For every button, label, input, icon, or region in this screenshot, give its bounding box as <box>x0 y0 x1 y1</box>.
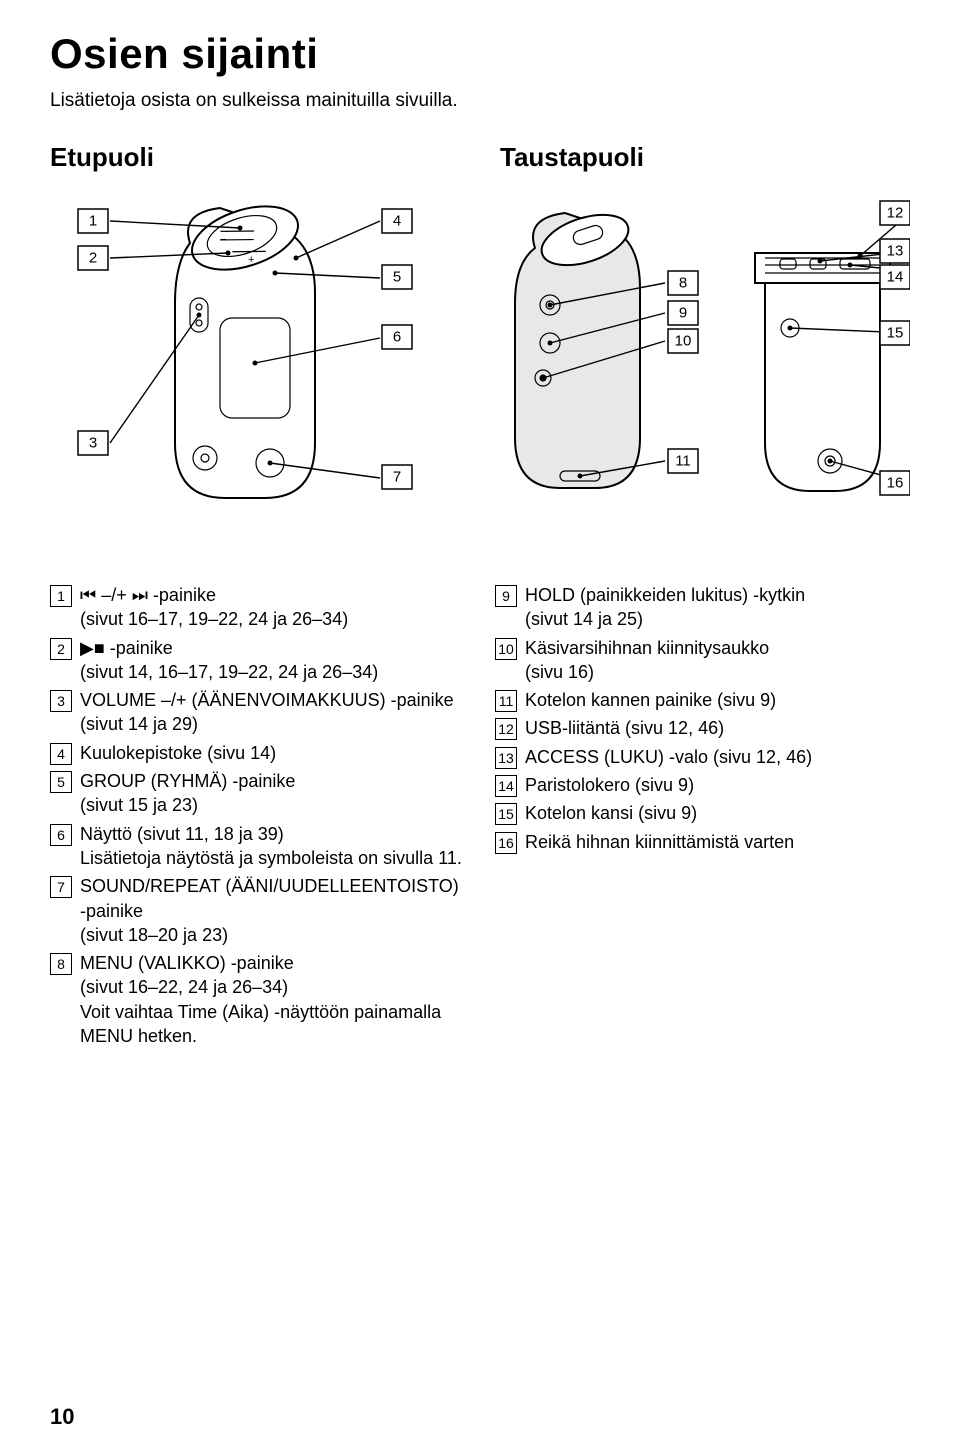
svg-text:15: 15 <box>887 325 904 342</box>
legend-item: 11 Kotelon kannen painike (sivu 9) <box>495 688 910 712</box>
page-subtitle: Lisätietoja osista on sulkeissa mainitui… <box>50 90 910 112</box>
legend-columns: 1 ⏮ –/+ ⏭ -painike(sivut 16–17, 19–22, 24… <box>50 583 910 1052</box>
callout-7: 7 <box>382 465 412 489</box>
callout-4: 4 <box>382 209 412 233</box>
legend-item: 14 Paristolokero (sivu 9) <box>495 773 910 797</box>
view-headings: Etupuoli Taustapuoli <box>50 142 910 173</box>
callout-16: 16 <box>880 471 910 495</box>
legend-number: 5 <box>50 771 72 793</box>
legend-number: 10 <box>495 638 517 660</box>
legend-text: ▶■ -painike(sivut 14, 16–17, 19–22, 24 j… <box>80 636 465 685</box>
legend-item: 5 GROUP (RYHMÄ) -painike(sivut 15 ja 23) <box>50 769 465 818</box>
legend-text: SOUND/REPEAT (ÄÄNI/UUDELLEENTOISTO) -pai… <box>80 874 465 947</box>
legend-text: Paristolokero (sivu 9) <box>525 773 910 797</box>
legend-text: USB-liitäntä (sivu 12, 46) <box>525 716 910 740</box>
svg-text:13: 13 <box>887 243 904 260</box>
legend-number: 4 <box>50 743 72 765</box>
legend-number: 9 <box>495 585 517 607</box>
callout-10: 10 <box>668 329 698 353</box>
legend-item: 8 MENU (VALIKKO) -painike(sivut 16–22, 24… <box>50 951 465 1048</box>
legend-item: 10 Käsivarsihihnan kiinnitysaukko(sivu 16… <box>495 636 910 685</box>
callout-13: 13 <box>880 239 910 263</box>
legend-number: 2 <box>50 638 72 660</box>
legend-item: 1 ⏮ –/+ ⏭ -painike(sivut 16–17, 19–22, 24… <box>50 583 465 632</box>
legend-number: 7 <box>50 876 72 898</box>
callout-12: 12 <box>880 201 910 225</box>
callout-1: 1 <box>78 209 108 233</box>
legend-item: 13 ACCESS (LUKU) -valo (sivu 12, 46) <box>495 745 910 769</box>
heading-rear: Taustapuoli <box>460 142 910 173</box>
legend-item: 15 Kotelon kansi (sivu 9) <box>495 801 910 825</box>
legend-text: Näyttö (sivut 11, 18 ja 39)Lisätietoja n… <box>80 822 465 871</box>
legend-text: MENU (VALIKKO) -painike(sivut 16–22, 24 … <box>80 951 465 1048</box>
legend-item: 12 USB-liitäntä (sivu 12, 46) <box>495 716 910 740</box>
callout-8: 8 <box>668 271 698 295</box>
legend-text: Kotelon kansi (sivu 9) <box>525 801 910 825</box>
svg-text:6: 6 <box>393 329 401 346</box>
callout-2: 2 <box>78 246 108 270</box>
svg-text:10: 10 <box>675 333 692 350</box>
legend-item: 6 Näyttö (sivut 11, 18 ja 39)Lisätietoja … <box>50 822 465 871</box>
legend-number: 1 <box>50 585 72 607</box>
svg-text:12: 12 <box>887 205 904 222</box>
legend-item: 9 HOLD (painikkeiden lukitus) -kytkin(siv… <box>495 583 910 632</box>
legend-text: GROUP (RYHMÄ) -painike(sivut 15 ja 23) <box>80 769 465 818</box>
legend-text: Kotelon kannen painike (sivu 9) <box>525 688 910 712</box>
heading-front: Etupuoli <box>50 142 460 173</box>
legend-text: ⏮ –/+ ⏭ -painike(sivut 16–17, 19–22, 24 … <box>80 583 465 632</box>
legend-text: VOLUME –/+ (ÄÄNENVOIMAKKUUS) -painike(si… <box>80 688 465 737</box>
svg-text:14: 14 <box>887 269 904 286</box>
svg-text:16: 16 <box>887 475 904 492</box>
legend-item: 16 Reikä hihnan kiinnittämistä varten <box>495 830 910 854</box>
device-diagram: .box-txt { font: 15px Arial; text-anchor… <box>50 183 910 543</box>
legend-number: 16 <box>495 832 517 854</box>
svg-text:3: 3 <box>89 435 97 452</box>
legend-number: 11 <box>495 690 517 712</box>
svg-text:9: 9 <box>679 305 687 322</box>
callout-15: 15 <box>880 321 910 345</box>
legend-number: 13 <box>495 747 517 769</box>
legend-right-col: 9 HOLD (painikkeiden lukitus) -kytkin(siv… <box>495 583 910 1052</box>
callout-11: 11 <box>668 449 698 473</box>
legend-text: Reikä hihnan kiinnittämistä varten <box>525 830 910 854</box>
legend-text: Kuulokepistoke (sivu 14) <box>80 741 465 765</box>
callout-3: 3 <box>78 431 108 455</box>
legend-number: 3 <box>50 690 72 712</box>
legend-item: 2 ▶■ -painike(sivut 14, 16–17, 19–22, 24 … <box>50 636 465 685</box>
svg-text:8: 8 <box>679 275 687 292</box>
callout-5: 5 <box>382 265 412 289</box>
page-title: Osien sijainti <box>50 30 910 78</box>
svg-text:+: + <box>248 254 254 266</box>
legend-number: 12 <box>495 718 517 740</box>
callout-14: 14 <box>880 265 910 289</box>
legend-number: 8 <box>50 953 72 975</box>
legend-number: 14 <box>495 775 517 797</box>
page-number: 10 <box>50 1404 74 1430</box>
legend-text: HOLD (painikkeiden lukitus) -kytkin(sivu… <box>525 583 910 632</box>
svg-text:1: 1 <box>89 213 97 230</box>
legend-text: ACCESS (LUKU) -valo (sivu 12, 46) <box>525 745 910 769</box>
front-device: − + <box>110 194 380 498</box>
svg-text:2: 2 <box>89 250 97 267</box>
legend-number: 15 <box>495 803 517 825</box>
legend-text: Käsivarsihihnan kiinnitysaukko(sivu 16) <box>525 636 910 685</box>
legend-item: 3 VOLUME –/+ (ÄÄNENVOIMAKKUUS) -painike(s… <box>50 688 465 737</box>
svg-text:5: 5 <box>393 269 401 286</box>
callout-9: 9 <box>668 301 698 325</box>
legend-item: 4 Kuulokepistoke (sivu 14) <box>50 741 465 765</box>
svg-text:11: 11 <box>675 453 691 470</box>
svg-text:4: 4 <box>393 213 401 230</box>
svg-text:−: − <box>220 234 226 246</box>
legend-left-col: 1 ⏮ –/+ ⏭ -painike(sivut 16–17, 19–22, 24… <box>50 583 465 1052</box>
svg-text:7: 7 <box>393 469 401 486</box>
callout-6: 6 <box>382 325 412 349</box>
legend-item: 7 SOUND/REPEAT (ÄÄNI/UUDELLEENTOISTO) -pa… <box>50 874 465 947</box>
legend-number: 6 <box>50 824 72 846</box>
rear-device-1 <box>515 205 665 488</box>
